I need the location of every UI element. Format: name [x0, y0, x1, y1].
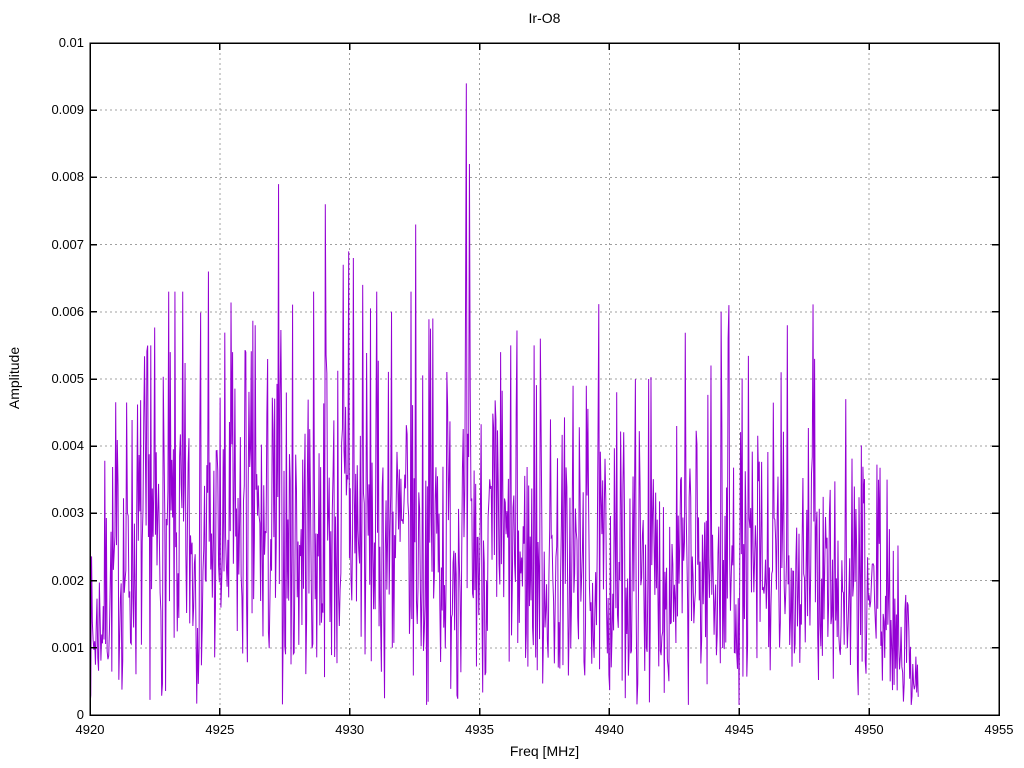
y-tick-label: 0.007	[51, 236, 84, 252]
chart-title: Ir-O8	[528, 10, 561, 26]
x-tick-label: 4955	[984, 722, 1014, 737]
y-tick-label: 0.006	[51, 303, 84, 319]
spectrum-trace	[89, 83, 919, 705]
x-tick-label: 4920	[75, 722, 105, 737]
y-tick-label: 0.003	[51, 505, 84, 521]
y-tick-label: 0.008	[51, 169, 84, 185]
x-tick-label: 4950	[854, 722, 884, 737]
y-tick-label: 0	[76, 707, 84, 722]
axis-ticks	[89, 42, 1000, 716]
x-tick-label: 4935	[465, 722, 495, 737]
x-axis-label: Freq [MHz]	[509, 743, 580, 759]
y-tick-label: 0.002	[51, 572, 84, 588]
x-tick-label: 4930	[335, 722, 365, 737]
x-tick-label: 4940	[594, 722, 624, 737]
x-tick-label: 4945	[724, 722, 754, 737]
y-tick-label: 0.004	[51, 438, 84, 454]
y-tick-label: 0.005	[51, 371, 84, 386]
y-tick-label: 0.009	[51, 102, 84, 118]
y-tick-label: 0.001	[51, 639, 84, 655]
x-tick-label: 4925	[205, 722, 235, 737]
y-tick-label: 0.01	[58, 35, 84, 50]
